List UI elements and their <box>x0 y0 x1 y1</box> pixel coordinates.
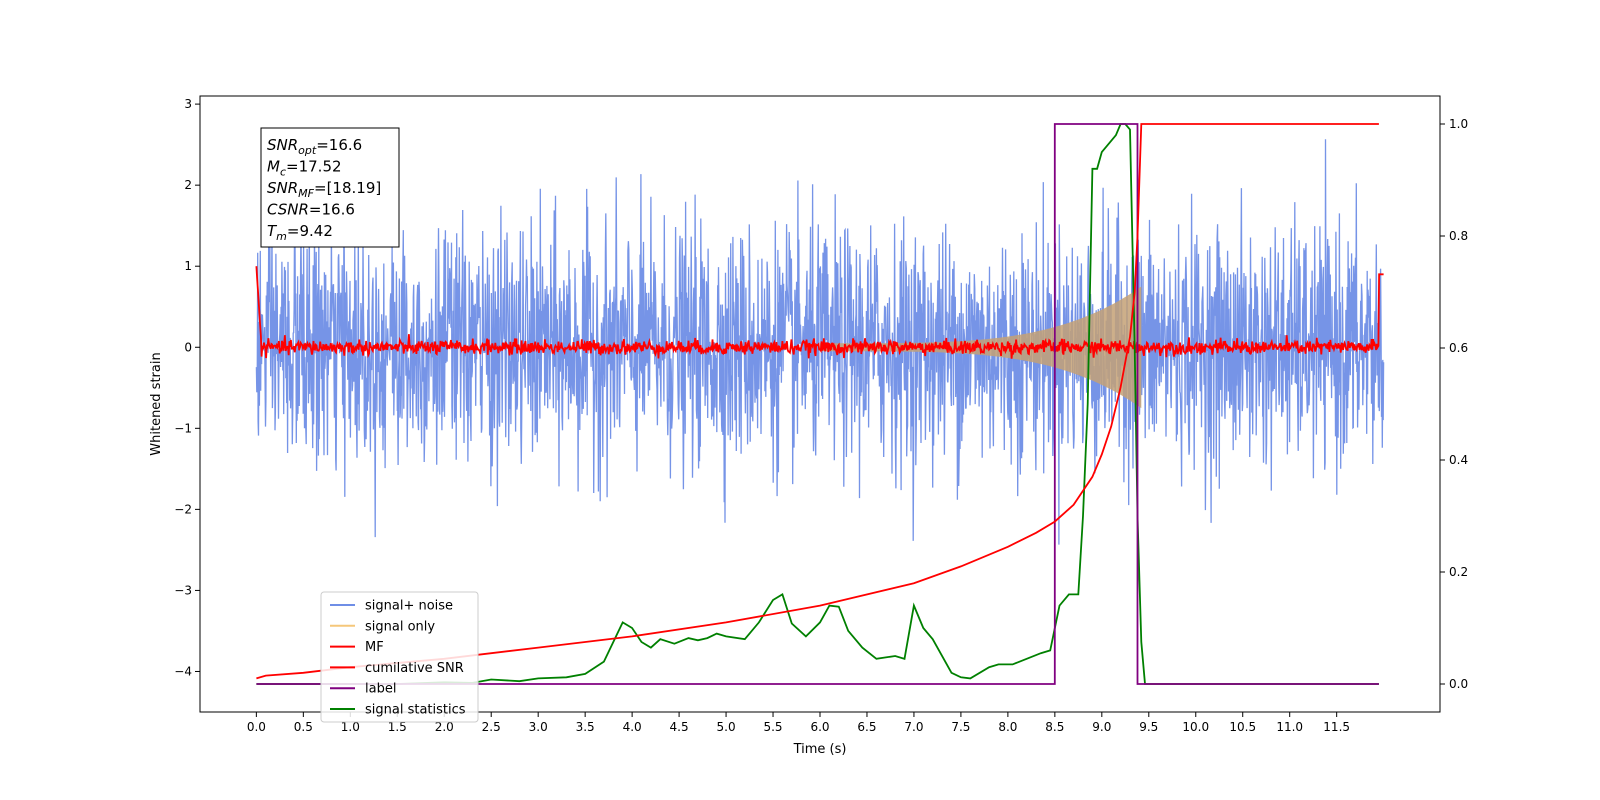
y-tick-label: −1 <box>174 421 192 435</box>
x-tick-label: 7.0 <box>904 720 923 734</box>
cumilative-snr-line <box>256 123 1379 680</box>
x-tick-label: 6.5 <box>857 720 876 734</box>
annotation-line: CSNR=16.6 <box>267 201 355 219</box>
x-tick-label: 4.5 <box>670 720 689 734</box>
x-axis-label: Time (s) <box>793 742 847 757</box>
y-tick-label: 3 <box>184 97 192 111</box>
x-tick-label: 8.5 <box>1045 720 1064 734</box>
legend-label: cumilative SNR <box>365 661 464 676</box>
annotation-line: SNRMF=[18.19] <box>267 179 381 200</box>
mf-layer <box>255 266 1384 359</box>
x-tick-label: 3.5 <box>576 720 595 734</box>
y2-tick-label: 1.0 <box>1449 117 1468 131</box>
signal-statistics-line <box>256 123 1379 685</box>
y-axis-label: Whitened strain <box>149 352 164 455</box>
signal-noise-layer <box>255 139 1385 545</box>
x-tick-label: 2.0 <box>435 720 454 734</box>
legend-label: MF <box>365 640 384 655</box>
y2-tick-label: 0.8 <box>1449 229 1468 243</box>
legend-label: signal+ noise <box>365 599 453 614</box>
mf-line <box>255 266 1384 359</box>
y2-tick-label: 0.2 <box>1449 565 1468 579</box>
y-tick-label: −3 <box>174 583 192 597</box>
x-tick-label: 9.0 <box>1092 720 1111 734</box>
x-tick-label: 7.5 <box>951 720 970 734</box>
legend-frame <box>320 591 479 723</box>
y2-tick-label: 0.0 <box>1449 677 1468 691</box>
annotation-line: SNRopt=16.6 <box>267 136 362 157</box>
annotation-frame <box>260 127 400 248</box>
axes: 0.0 0.5 1.0 1.5 2.0 2.5 3.0 3.5 4.0 4.5 5.0 5.5 6.0 6… <box>174 95 1468 734</box>
legend-label: signal only <box>365 619 435 634</box>
x-tick-label: 1.5 <box>388 720 407 734</box>
signal-noise-line <box>255 139 1385 545</box>
legend: signal+ noise signal only MF cumilative SNR… <box>320 591 479 723</box>
x-tick-label: 3.0 <box>529 720 548 734</box>
x-tick-label: 11.0 <box>1276 720 1303 734</box>
x-tick-label: 11.5 <box>1323 720 1350 734</box>
x-tick-label: 0.0 <box>247 720 266 734</box>
x-tick-label: 6.0 <box>810 720 829 734</box>
label-line <box>256 123 1379 685</box>
y-tick-label: 0 <box>184 340 192 354</box>
x-tick-label: 10.0 <box>1182 720 1209 734</box>
annotation-line: Mc=17.52 <box>267 158 342 179</box>
x-tick-label: 4.0 <box>623 720 642 734</box>
x-tick-label: 5.0 <box>717 720 736 734</box>
legend-label: signal statistics <box>365 703 466 718</box>
y-tick-label: −2 <box>174 502 192 516</box>
y-tick-label: 1 <box>184 259 192 273</box>
series-layer <box>256 123 1379 685</box>
x-tick-label: 9.5 <box>1139 720 1158 734</box>
x-tick-label: 0.5 <box>294 720 313 734</box>
annotation-box: SNRopt=16.6Mc=17.52SNRMF=[18.19]CSNR=16.… <box>260 127 400 248</box>
annotation-line: Tm=9.42 <box>267 222 333 243</box>
y2-tick-label: 0.4 <box>1449 453 1468 467</box>
x-tick-label: 2.5 <box>482 720 501 734</box>
y-tick-label: 2 <box>184 178 192 192</box>
y-tick-label: −4 <box>174 664 192 678</box>
x-tick-label: 1.0 <box>341 720 360 734</box>
x-tick-label: 10.5 <box>1229 720 1256 734</box>
y2-tick-label: 0.6 <box>1449 341 1468 355</box>
x-tick-label: 8.0 <box>998 720 1017 734</box>
legend-label: label <box>365 682 396 697</box>
x-tick-label: 5.5 <box>763 720 782 734</box>
